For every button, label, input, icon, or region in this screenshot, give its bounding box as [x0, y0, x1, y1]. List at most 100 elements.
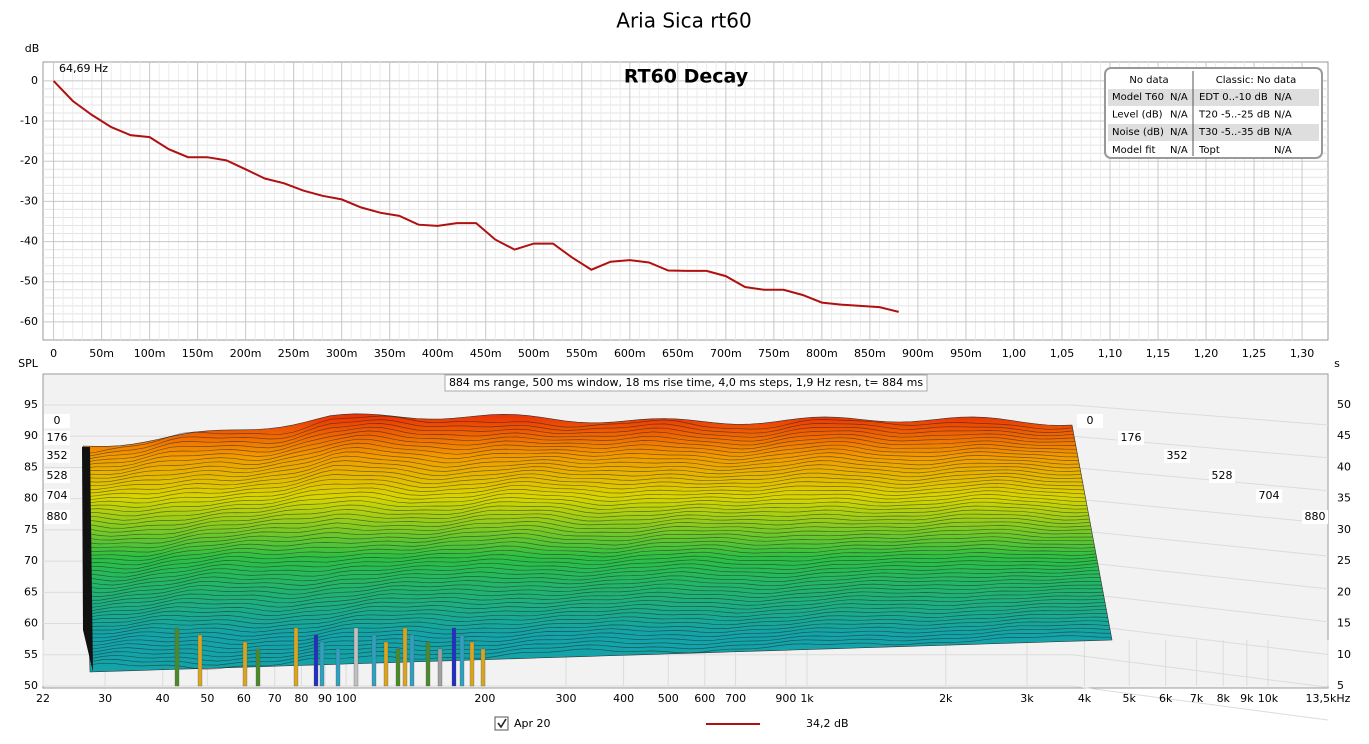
waterfall-slice-line [87, 548, 1096, 582]
waterfall-slice-line [83, 419, 1074, 458]
y-tick-label: 75 [24, 523, 38, 536]
info-cell: Model fit [1112, 145, 1156, 156]
slice-label-box [1118, 431, 1144, 445]
x-tick-label: 8k [1217, 692, 1231, 705]
waterfall-slice-line [88, 584, 1103, 618]
slice-label-box [44, 431, 70, 445]
waterfall-slice-line [86, 544, 1095, 578]
mode-marker [425, 641, 431, 687]
x-tick-label: 1,25 [1242, 347, 1267, 360]
y2-tick-label: 15 [1337, 617, 1351, 630]
x-tick-label: 800m [806, 347, 838, 360]
y2-tick-label: 45 [1337, 429, 1351, 442]
waterfall-slice-line [89, 616, 1109, 650]
y-tick-label: 80 [24, 492, 38, 505]
x-tick-label: 600 [694, 692, 715, 705]
x-tick-label: 150m [182, 347, 214, 360]
waterfall-slice-line [83, 415, 1073, 455]
x-tick-label: 5k [1122, 692, 1136, 705]
slice-label: 176 [47, 431, 68, 444]
waterfall-slice-line [88, 581, 1102, 615]
waterfall-slice-line [84, 468, 1082, 498]
waterfall-slice-line [84, 476, 1083, 504]
waterfall-slice-line [83, 426, 1075, 463]
x-tick-label: 2k [939, 692, 953, 705]
mode-marker [402, 627, 408, 687]
x-tick-label: 1,10 [1098, 347, 1123, 360]
y2-tick-label: 10 [1337, 648, 1351, 661]
waterfall-slice-line [86, 528, 1093, 562]
x-tick-label: 70 [268, 692, 282, 705]
waterfall-slice-line [85, 486, 1085, 517]
mode-marker [335, 648, 341, 687]
y-tick-label: 70 [24, 554, 38, 567]
x-tick-label: 30 [98, 692, 112, 705]
waterfall-slice-line [86, 517, 1091, 549]
waterfall-slice-line [85, 494, 1087, 525]
waterfall-slice-line [83, 442, 1078, 475]
legend-checkbox[interactable] [494, 716, 509, 731]
waterfall-slice-line [86, 536, 1094, 570]
info-text: 884 ms range, 500 ms window, 18 ms rise … [449, 376, 923, 389]
legend-value: 34,2 dB [806, 717, 849, 730]
waterfall-slice-line [89, 605, 1107, 639]
info-cell: N/A [1170, 145, 1188, 156]
info-cell: N/A [1274, 145, 1292, 156]
slice-label-box [1077, 414, 1103, 428]
slice-label: 352 [47, 449, 68, 462]
waterfall-slice-line [85, 497, 1087, 529]
info-cell: T30 -5..-35 dB [1198, 127, 1270, 138]
waterfall-surface [82, 413, 1113, 673]
legend-name: Apr 20 [514, 717, 551, 730]
waterfall-slice-line [87, 566, 1099, 601]
slice-label: 704 [47, 489, 68, 502]
waterfall-slice-line [83, 423, 1075, 461]
x-tick-label: 50 [200, 692, 214, 705]
waterfall-slice-line [86, 532, 1093, 566]
x-tick-label: 1k [800, 692, 814, 705]
waterfall-slice-line [84, 455, 1080, 487]
y2-tick-label: 50 [1337, 398, 1351, 411]
y2-tick-label: 30 [1337, 523, 1351, 536]
x-tick-label: 1,00 [1002, 347, 1027, 360]
x-tick-label: 50m [89, 347, 114, 360]
waterfall-slice-line [84, 479, 1084, 508]
waterfall-slice-line [86, 540, 1095, 574]
y2-tick-label: 20 [1337, 585, 1351, 598]
slice-label-box [1209, 469, 1235, 483]
waterfall-slice-line [83, 438, 1077, 472]
mode-marker [371, 634, 377, 687]
waterfall-slice-line [84, 472, 1083, 501]
y-tick-label: 50 [24, 679, 38, 692]
waterfall-slice-line [88, 601, 1106, 635]
waterfall-slice-line [83, 434, 1077, 469]
x-tick-label: 0 [50, 347, 57, 360]
y2-tick-label: 35 [1337, 492, 1351, 505]
grid-line [1071, 591, 1329, 623]
y-tick-label: -10 [20, 114, 38, 127]
info-row-shade [1108, 124, 1319, 141]
x-tick-label: 650m [662, 347, 694, 360]
info-cell: Topt [1198, 145, 1220, 156]
decay-line [52, 80, 899, 313]
y-tick-label: -20 [20, 154, 38, 167]
x-tick-label: 13,5kHz [1306, 692, 1351, 705]
waterfall-slice-line [85, 490, 1086, 521]
x-tick-label: 350m [374, 347, 406, 360]
slice-label-box [44, 469, 70, 483]
mode-marker [174, 627, 180, 687]
slice-label-box [44, 449, 70, 463]
waterfall-slice-line [83, 430, 1076, 466]
slice-label-box [44, 510, 70, 524]
page-title: Aria Sica rt60 [616, 9, 751, 33]
slice-label-box [1164, 449, 1190, 463]
waterfall-slice-line [85, 513, 1090, 545]
x-tick-label: 1,05 [1050, 347, 1075, 360]
waterfall-slice-line [88, 595, 1105, 627]
y-tick-label: 90 [24, 429, 38, 442]
y-tick-label: 95 [24, 398, 38, 411]
y-tick-label: -40 [20, 235, 38, 248]
grid-line [1071, 560, 1329, 590]
waterfall-slice-line [88, 591, 1104, 624]
